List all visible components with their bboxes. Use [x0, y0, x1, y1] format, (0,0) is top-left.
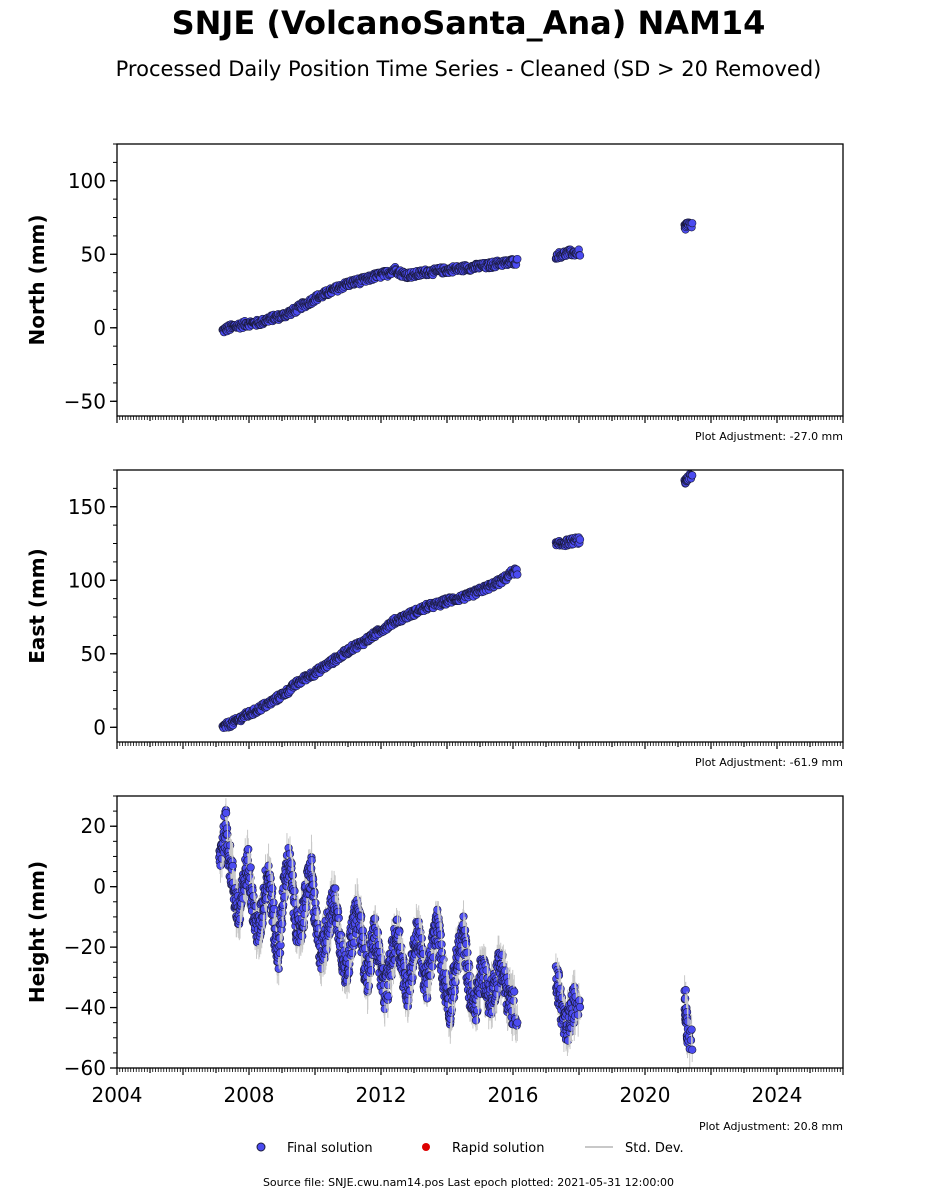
data-point	[513, 254, 522, 264]
data-point	[331, 884, 340, 893]
y-tick-label: 100	[68, 169, 106, 193]
y-tick-label: 100	[68, 568, 106, 592]
figure-title: SNJE (VolcanoSanta_Ana) NAM14	[171, 4, 766, 42]
panel-points	[218, 218, 697, 337]
data-point	[246, 863, 255, 872]
data-point	[222, 808, 231, 818]
panel-frame	[116, 143, 844, 417]
data-point	[575, 535, 585, 544]
panel-frame	[116, 469, 844, 743]
data-point	[688, 219, 697, 228]
data-point	[384, 992, 393, 1001]
panel-east: 0 50 100 150 East (mm) Plot Adjustment: -61.9…	[25, 469, 844, 769]
panel-points	[218, 470, 697, 732]
data-point	[357, 912, 366, 921]
y-tick-label: 0	[93, 316, 106, 340]
y-tick-label: 50	[81, 642, 106, 666]
figure-subtitle: Processed Daily Position Time Series - C…	[115, 57, 822, 81]
data-point	[348, 948, 357, 958]
panel-north: −50 0 50 100 North (mm) Plot Adjustment: -27.…	[25, 143, 844, 443]
data-point	[395, 927, 404, 936]
data-point	[513, 570, 522, 579]
y-axis-label: North (mm)	[25, 214, 49, 345]
data-point	[270, 904, 279, 914]
legend-std-label: Std. Dev.	[625, 1141, 684, 1156]
legend-rapid-marker	[422, 1143, 430, 1151]
y-tick-label: 0	[93, 715, 106, 739]
legend-final-label: Final solution	[287, 1141, 373, 1156]
data-point	[367, 966, 376, 975]
y-tick-label: 50	[81, 242, 106, 266]
data-point	[688, 471, 697, 480]
y-axis-label: East (mm)	[25, 548, 49, 664]
plot-adjustment: Plot Adjustment: -27.0 mm	[695, 430, 843, 443]
legend-final-marker	[256, 1142, 266, 1152]
data-point	[268, 884, 277, 893]
y-tick-label: −50	[64, 389, 106, 413]
data-point	[575, 251, 585, 260]
y-tick-label: 150	[68, 495, 106, 519]
legend-rapid-label: Rapid solution	[452, 1141, 544, 1156]
data-point	[310, 888, 319, 897]
plot-canvas: Final solution Rapid solution Std. Dev. …	[25, 143, 844, 1156]
panel-points	[215, 798, 697, 1068]
data-point	[244, 844, 253, 854]
plot-adjustment: Plot Adjustment: -61.9 mm	[695, 756, 843, 769]
legend: Final solution Rapid solution Std. Dev.	[256, 1141, 684, 1156]
